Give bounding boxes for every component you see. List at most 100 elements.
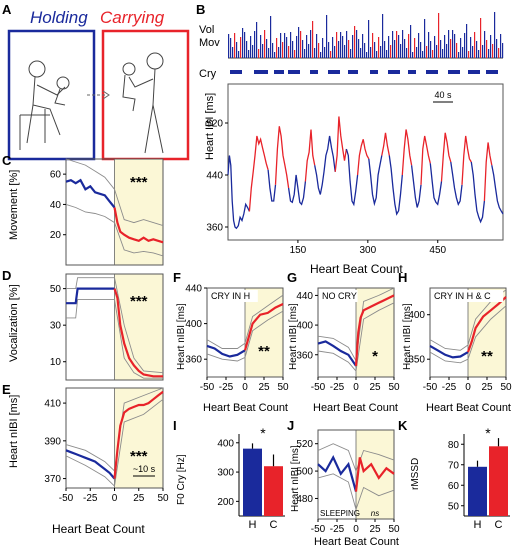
carrying-mean-line (113, 288, 163, 378)
vocal-movement-bar (444, 35, 446, 58)
d-ylabel: Vocalization [%] (8, 284, 20, 362)
vocal-movement-bar (402, 30, 404, 58)
vocal-movement-bar (362, 34, 364, 58)
holding-mean-line (317, 454, 358, 492)
vocal-movement-bar (286, 37, 288, 58)
vocal-movement-bar (290, 32, 292, 58)
f0-cry-bar-chart: 200 300 400 H C * (217, 425, 285, 531)
carrying-segment (420, 135, 431, 185)
holding-segment (314, 135, 336, 195)
y-tick-label: 400 (185, 319, 202, 330)
vocal-movement-bar (380, 46, 382, 58)
vocal-movement-bar (312, 21, 314, 58)
carrying-segment (440, 132, 452, 182)
vocal-movement-bar (250, 36, 252, 58)
vocal-movement-bar (400, 44, 402, 58)
y-tick-label: 440 (206, 171, 223, 182)
scale-bar-label: ~10 s (133, 464, 156, 474)
vocal-movement-bar (404, 39, 406, 58)
holding-segment (345, 148, 359, 207)
y-tick-label: 480 (296, 494, 313, 505)
vocal-movement-bar (284, 33, 286, 58)
holding-mean-line (65, 178, 116, 209)
scale-bar-label: 40 s (434, 90, 452, 100)
g-xlabel: Heart Beat Count (313, 402, 398, 414)
e-xlabel: Heart Beat Count (52, 522, 145, 536)
vocal-movement-bar (468, 51, 470, 58)
vocal-movement-bar (240, 37, 242, 58)
vocal-movement-bar (472, 46, 474, 58)
holding-bar (243, 448, 262, 516)
vocal-movement-bar (416, 47, 418, 58)
y-tick-label: 520 (296, 439, 313, 450)
carrying-segment (381, 132, 390, 156)
vocal-movement-bar (408, 34, 410, 58)
vocal-movement-bar (252, 45, 254, 58)
vocal-movement-bar (348, 40, 350, 58)
holding-title: Holding (30, 8, 88, 27)
vocal-movement-bar (234, 33, 236, 58)
vocal-movement-bar (474, 32, 476, 58)
vocal-movement-bar (372, 33, 374, 58)
carrying-shade (356, 288, 394, 377)
vocal-movement-bar (314, 48, 316, 58)
vocal-movement-bar (308, 44, 310, 58)
vocal-movement-bar (422, 51, 424, 58)
panel-title: CRY IN H & C (434, 291, 491, 301)
vocal-movement-bar (430, 41, 432, 58)
y-tick-label: 10 (50, 357, 62, 368)
holding-segment (470, 161, 486, 224)
carrying-segment (304, 129, 316, 182)
vocal-movement-bar (232, 47, 234, 58)
y-tick-label: 440 (296, 291, 313, 302)
vocal-movement-bar (392, 31, 394, 58)
cry-episode-mark (370, 70, 378, 74)
x-tick-label: -25 (330, 382, 345, 393)
y-tick-label: 400 (217, 438, 234, 449)
b-ylabel: Heart IBI [ms] (204, 92, 216, 160)
significance-mark: ** (481, 348, 493, 365)
x-tick-label: -25 (219, 382, 234, 393)
cry-episode-mark (408, 70, 416, 74)
significance-mark: *** (130, 448, 148, 465)
vocal-movement-bar (460, 38, 462, 58)
vocal-movement-bar (364, 43, 366, 58)
ci-lower-line (66, 299, 163, 379)
cry-episode-mark (426, 70, 438, 74)
panel-label-f: F (173, 270, 181, 285)
vocal-movement-bar (360, 48, 362, 58)
vocal-movement-bar (310, 30, 312, 58)
panel-title: NO CRY (322, 291, 357, 301)
vocal-movement-bar (300, 31, 302, 58)
x-tick-label: -50 (423, 382, 438, 393)
vocal-movement-bar (382, 14, 384, 58)
vocal-movement-bar (438, 13, 440, 58)
vocal-movement-bar (338, 41, 340, 58)
holding-mean-line (206, 344, 246, 358)
panel-label-j: J (287, 418, 295, 433)
carrying-mean-line (113, 390, 164, 479)
significance-mark: *** (130, 174, 148, 191)
panel-label-b: B (196, 2, 206, 17)
panel-label-i: I (173, 418, 177, 433)
carrying-shade (356, 430, 394, 519)
vocal-movement-bar (388, 36, 390, 58)
vocal-movement-bar (480, 18, 482, 58)
cry-in-h-chart: 360 400 440 -50 -25 0 25 50 ** CRY IN H (185, 284, 289, 394)
significance-mark: ** (258, 343, 270, 360)
j-xlabel: Heart Beat Count (314, 536, 399, 548)
vocal-movement-bar (344, 45, 346, 58)
panel-label-d: D (2, 268, 12, 283)
x-tick-label: 0 (242, 382, 248, 393)
cry-label: Cry (199, 68, 217, 80)
y-tick-label: 400 (296, 321, 313, 332)
vocal-movement-bar (384, 41, 386, 58)
vocal-movement-bar (482, 45, 484, 58)
e-ylabel: Heart nIBI [ms] (8, 394, 20, 468)
y-tick-label: 50 (448, 501, 460, 512)
cry-in-h-c-chart: 350 400 -50 -25 0 25 50 ** CRY IN H & C (408, 287, 512, 393)
carrying-mean-line (354, 294, 395, 366)
x-tick-label: 25 (258, 382, 270, 393)
y-tick-label: 20 (50, 230, 62, 241)
y-tick-label: 390 (44, 436, 61, 447)
